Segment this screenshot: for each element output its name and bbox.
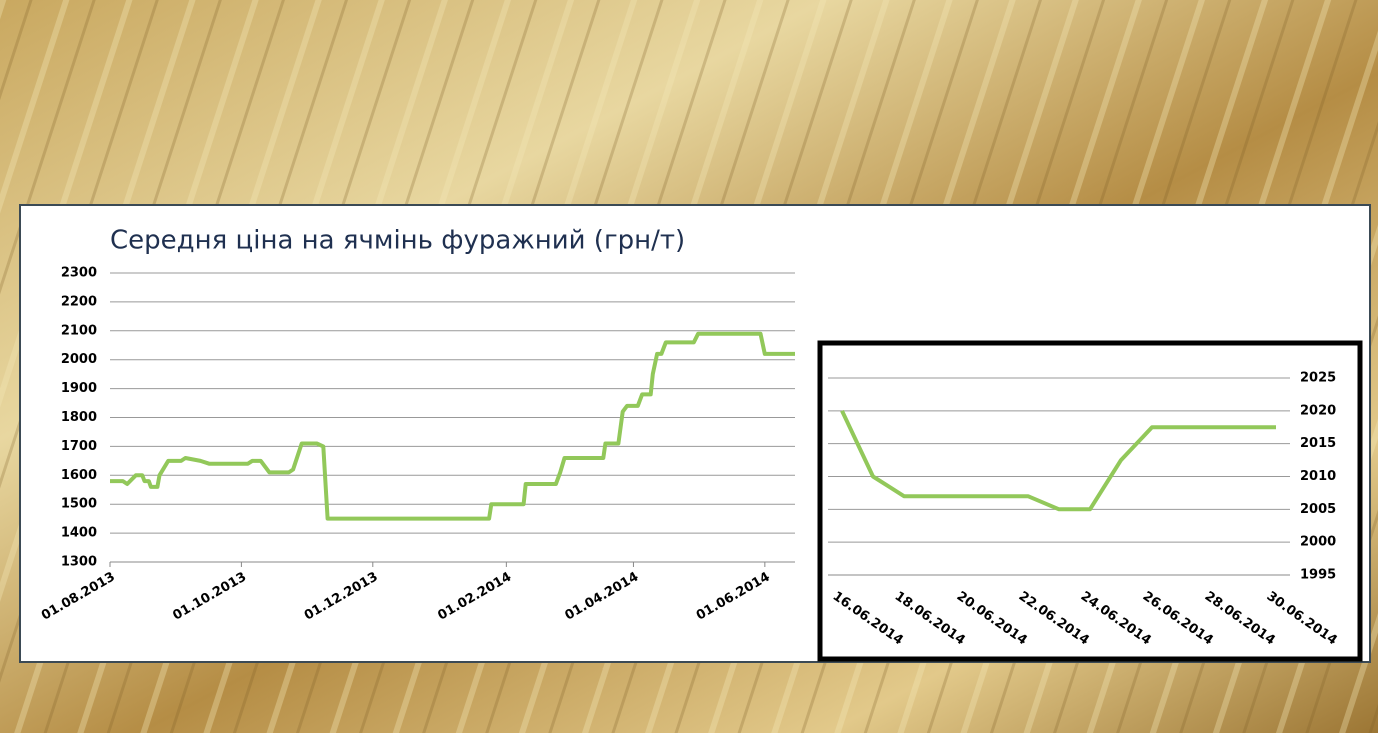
y-tick-label: 1300 <box>61 555 97 570</box>
line-series <box>110 331 795 521</box>
y-tick-label: 1400 <box>61 526 97 541</box>
chart-title: Середня ціна на ячмінь фуражний (грн/т) <box>110 226 685 256</box>
y-tick-label: 2015 <box>1300 436 1336 451</box>
y-tick-label: 2300 <box>61 266 97 281</box>
y-tick-label: 2005 <box>1300 502 1336 517</box>
y-tick-label: 2010 <box>1300 469 1336 484</box>
y-tick-label: 2200 <box>61 294 97 309</box>
y-tick-label: 1700 <box>61 439 97 454</box>
y-tick-label: 1500 <box>61 497 97 512</box>
y-tick-label: 1600 <box>61 468 97 483</box>
inset-panel <box>817 340 1363 662</box>
y-tick-label: 2000 <box>61 352 97 367</box>
y-tick-label: 2025 <box>1300 371 1336 386</box>
y-tick-label: 2000 <box>1300 535 1336 550</box>
y-tick-label: 2020 <box>1300 403 1336 418</box>
y-tick-label: 1800 <box>61 410 97 425</box>
y-tick-label: 2100 <box>61 323 97 338</box>
y-tick-label: 1995 <box>1300 568 1336 583</box>
line-series <box>840 409 1276 512</box>
y-tick-label: 1900 <box>61 381 97 396</box>
